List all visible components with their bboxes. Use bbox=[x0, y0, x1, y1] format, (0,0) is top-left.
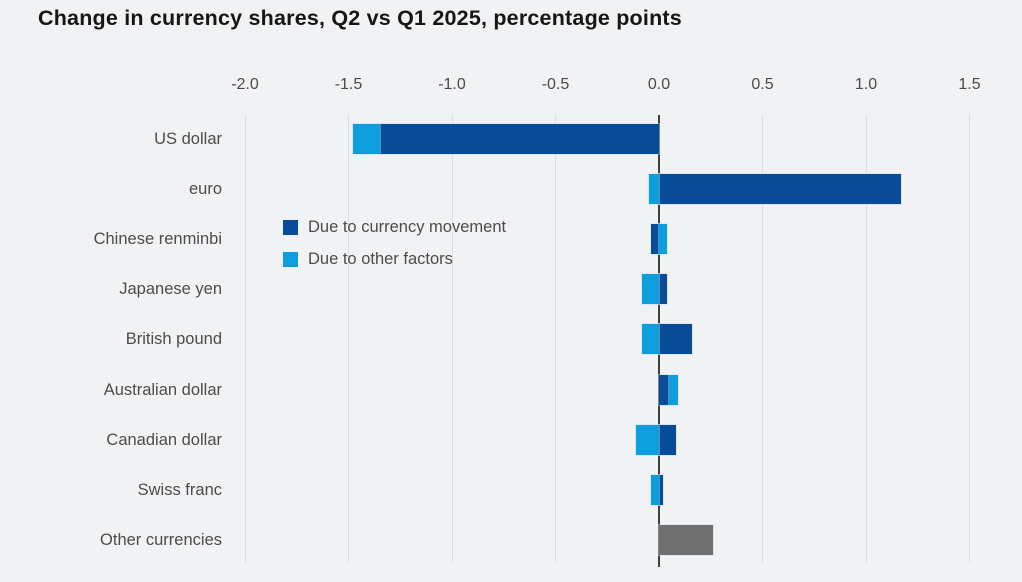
bar-canadian-dollar-due-to-currency-movement bbox=[659, 424, 676, 455]
bar-us-dollar-due-to-other-factors bbox=[352, 124, 380, 154]
x-tick-label-1.5: 1.5 bbox=[958, 76, 981, 93]
x-tick-label--2.0: -2.0 bbox=[231, 76, 259, 93]
bar-japanese-yen-due-to-currency-movement bbox=[659, 274, 668, 305]
x-tick-label-0.5: 0.5 bbox=[751, 76, 774, 93]
bar-japanese-yen-due-to-other-factors bbox=[642, 274, 659, 305]
bar-swiss-franc-due-to-currency-movement bbox=[659, 474, 664, 505]
bar-australian-dollar-due-to-currency-movement bbox=[659, 374, 670, 405]
category-label-us-dollar: US dollar bbox=[154, 130, 222, 148]
bar-us-dollar-due-to-currency-movement bbox=[379, 124, 659, 154]
category-label-chinese-renminbi: Chinese renminbi bbox=[93, 230, 222, 249]
category-label-swiss-franc: Swiss franc bbox=[137, 480, 222, 499]
gridline--0.5 bbox=[555, 115, 556, 563]
bar-chinese-renminbi-due-to-other-factors bbox=[659, 224, 668, 255]
bar-euro-due-to-currency-movement bbox=[659, 174, 902, 205]
legend-swatch-light-blue bbox=[283, 252, 298, 267]
legend-label-currency-movement: Due to currency movement bbox=[308, 218, 507, 236]
x-tick-label-0.0: 0.0 bbox=[647, 76, 671, 93]
gridline--1.0 bbox=[451, 115, 453, 563]
x-tick-label--1.0: -1.0 bbox=[438, 76, 466, 93]
legend-swatch-dark-blue bbox=[283, 220, 298, 235]
legend-label-other-factors: Due to other factors bbox=[308, 250, 453, 268]
bar-swiss-franc-due-to-other-factors bbox=[650, 474, 659, 505]
category-label-japanese-yen: Japanese yen bbox=[119, 280, 222, 299]
bar-other-currencies-other-currencies bbox=[659, 524, 713, 555]
category-label-other-currencies: Other currencies bbox=[100, 530, 222, 549]
gridline-1.0 bbox=[865, 115, 867, 563]
chart-title: Change in currency shares, Q2 vs Q1 2025… bbox=[38, 6, 682, 30]
x-tick-label--1.5: -1.5 bbox=[334, 76, 363, 93]
legend: Due to currency movement Due to other fa… bbox=[283, 218, 506, 282]
gridline--2.0 bbox=[244, 115, 246, 563]
bar-british-pound-due-to-currency-movement bbox=[659, 324, 693, 355]
bar-chinese-renminbi-due-to-currency-movement bbox=[650, 224, 659, 255]
legend-item-other-factors: Due to other factors bbox=[283, 250, 506, 269]
category-label-australian-dollar: Australian dollar bbox=[103, 380, 222, 399]
legend-item-currency-movement: Due to currency movement bbox=[283, 218, 506, 237]
gridline-0.5 bbox=[762, 115, 763, 563]
gridline-1.5 bbox=[969, 115, 970, 563]
category-label-euro: euro bbox=[188, 180, 222, 199]
gridline--1.5 bbox=[348, 115, 349, 563]
bar-australian-dollar-due-to-other-factors bbox=[669, 374, 678, 405]
bar-canadian-dollar-due-to-other-factors bbox=[636, 424, 659, 455]
category-label-canadian-dollar: Canadian dollar bbox=[106, 430, 222, 449]
bar-british-pound-due-to-other-factors bbox=[642, 324, 659, 355]
bar-euro-due-to-other-factors bbox=[648, 174, 659, 205]
x-tick-label--0.5: -0.5 bbox=[541, 76, 570, 93]
x-tick-label-1.0: 1.0 bbox=[854, 76, 878, 93]
category-label-british-pound: British pound bbox=[125, 330, 222, 349]
